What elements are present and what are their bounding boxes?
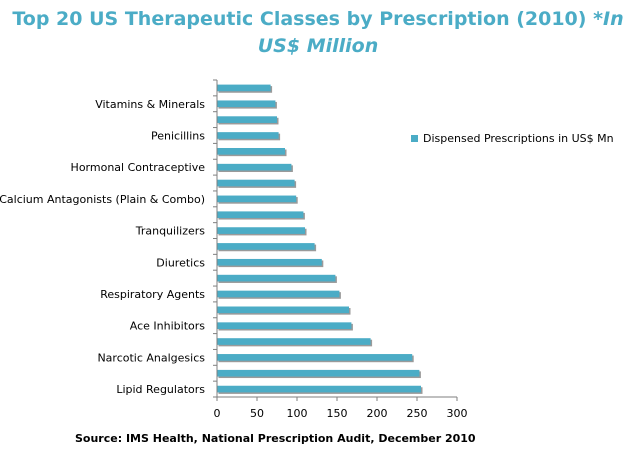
bar [217, 179, 295, 187]
bar [217, 100, 276, 108]
x-tick-label: 150 [327, 407, 348, 420]
bar [217, 132, 279, 139]
chart-title-main: Top 20 US Therapeutic Classes by Prescri… [12, 8, 587, 30]
x-tick-label: 100 [287, 407, 308, 420]
y-tick-label: Respiratory Agents [100, 288, 205, 301]
chart-title-italic: *In [593, 8, 624, 30]
y-tick-label: Vitamins & Minerals [95, 98, 205, 111]
bar [217, 322, 352, 330]
source-note: Source: IMS Health, National Prescriptio… [75, 432, 476, 445]
bar [217, 306, 349, 314]
x-tick-label: 200 [367, 407, 388, 420]
bar [217, 338, 371, 345]
bar [217, 84, 271, 92]
bar [217, 116, 277, 123]
bar [217, 354, 413, 361]
legend-label: Dispensed Prescriptions in US$ Mn [423, 132, 614, 145]
chart-title: Top 20 US Therapeutic Classes by Prescri… [0, 6, 636, 60]
bar [217, 163, 292, 171]
bar [217, 195, 297, 203]
y-tick-label: Penicillins [151, 129, 205, 142]
x-tick-label: 0 [214, 407, 221, 420]
legend: Dispensed Prescriptions in US$ Mn [411, 132, 614, 145]
y-tick-label: Hormonal Contraceptive [71, 161, 206, 174]
y-tick-label: Lipid Regulators [116, 383, 205, 396]
bar [217, 274, 336, 282]
legend-swatch [411, 135, 418, 142]
x-tick-label: 250 [407, 407, 428, 420]
bar [217, 147, 285, 155]
bar [217, 243, 315, 250]
x-tick-label: 50 [250, 407, 264, 420]
y-tick-label: Diuretics [156, 256, 205, 269]
y-tick-label: Narcotic Analgesics [97, 351, 205, 364]
chart-title-line2: US$ Million [257, 35, 379, 57]
bar [217, 258, 322, 266]
y-tick-label: Tranquilizers [135, 225, 206, 238]
bar [217, 227, 305, 234]
x-tick-label: 300 [447, 407, 468, 420]
bar [217, 369, 420, 377]
y-tick-label: Ace Inhibitors [130, 320, 205, 333]
bar [217, 211, 304, 219]
y-tick-label: Calcium Antagonists (Plain & Combo) [0, 193, 205, 206]
bar [217, 385, 421, 393]
bar [217, 290, 340, 298]
